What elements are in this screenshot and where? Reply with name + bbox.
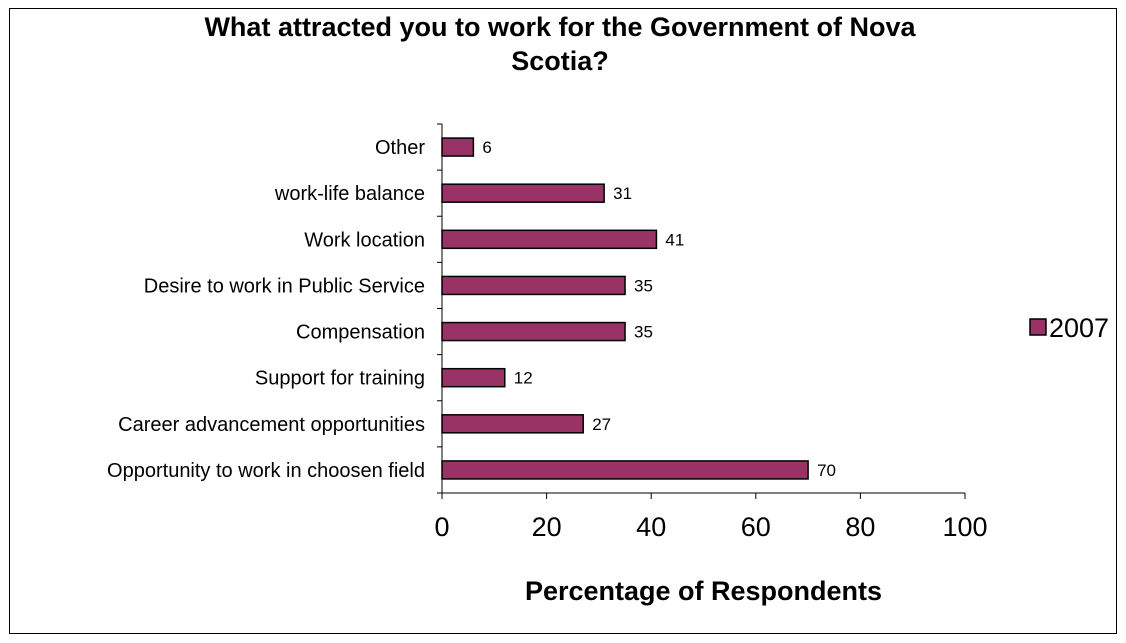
bar <box>441 275 626 296</box>
x-tick-label: 80 <box>845 512 875 542</box>
data-label: 27 <box>592 415 611 434</box>
data-label: 70 <box>817 461 836 480</box>
chart-frame <box>9 8 1117 634</box>
bar <box>441 137 475 157</box>
bar <box>441 414 584 434</box>
data-label: 12 <box>514 369 533 388</box>
category-label: Opportunity to work in choosen field <box>107 460 425 482</box>
chart-title: What attracted you to work for the Gover… <box>204 12 916 76</box>
data-label: 35 <box>634 323 653 342</box>
bar <box>441 367 506 388</box>
category-label: Career advancement opportunities <box>118 414 425 436</box>
category-label: Compensation <box>296 322 425 344</box>
data-label: 31 <box>613 184 632 203</box>
data-label: 41 <box>665 230 684 249</box>
category-label: Support for training <box>255 368 425 390</box>
bar <box>441 229 658 250</box>
x-tick-label: 40 <box>636 512 666 542</box>
legend-label: 2007 <box>1049 313 1109 343</box>
category-label: Desire to work in Public Service <box>144 275 425 297</box>
bar <box>441 183 605 203</box>
category-label: Other <box>375 137 425 159</box>
category-label: Work location <box>304 229 425 251</box>
bar <box>441 321 626 342</box>
x-tick-label: 100 <box>942 512 987 542</box>
legend-swatch <box>1029 318 1047 336</box>
x-tick-label: 60 <box>741 512 771 542</box>
category-label: work-life balance <box>274 183 425 205</box>
data-label: 6 <box>482 138 491 157</box>
bar <box>441 460 809 480</box>
x-tick-label: 0 <box>434 512 449 542</box>
x-axis-title: Percentage of Respondents <box>525 576 882 606</box>
data-label: 35 <box>634 276 653 295</box>
x-tick-label: 20 <box>532 512 562 542</box>
